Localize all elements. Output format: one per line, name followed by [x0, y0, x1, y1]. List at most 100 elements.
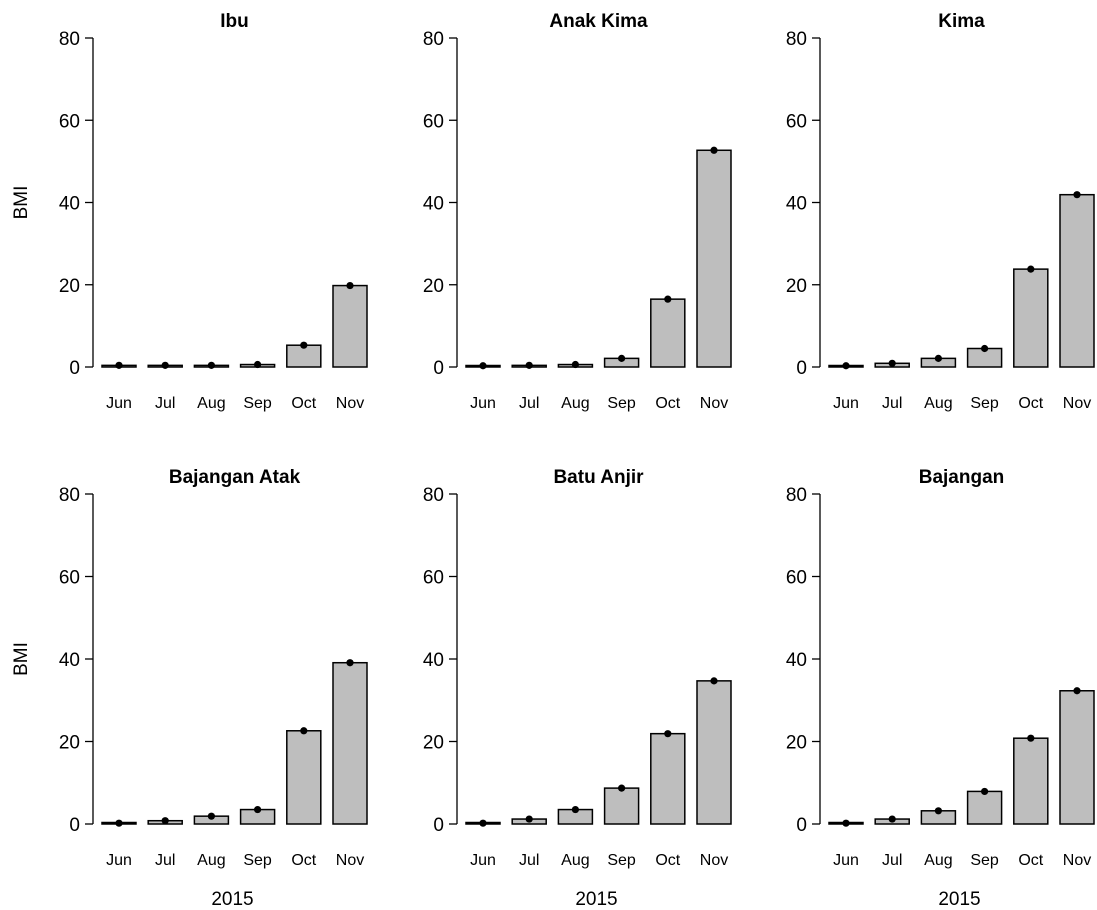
- panel-2-bar-nov: [696, 149, 732, 368]
- panel-1-y-tick-label: 20: [59, 276, 80, 297]
- panel-2-y-tick-label: 60: [423, 111, 444, 132]
- panel-6-x-tick-label: Nov: [1063, 852, 1091, 869]
- panel-5-x-tick-label: Jul: [519, 852, 539, 869]
- panel-3-bar-nov: [1059, 193, 1095, 368]
- panel-3-bar-oct: [1013, 268, 1049, 368]
- panel-6-x-tick-label: Aug: [924, 852, 952, 869]
- panel-4-title: Bajangan Atak: [169, 467, 301, 488]
- panel-1-y-axis-label: BMI: [11, 186, 32, 220]
- panel-3-x-tick-label: Jul: [882, 395, 902, 412]
- panel-1-y-tick-label: 80: [59, 29, 80, 50]
- panel-3-mean-point: [842, 362, 850, 370]
- panel-5-x-axis-label: 2015: [575, 889, 617, 910]
- panel-3-y-tick-label: 60: [786, 111, 807, 132]
- panel-6-x-tick-label: Oct: [1018, 852, 1043, 869]
- panel-2-x-tick-label: Jun: [470, 395, 496, 412]
- panel-4-x-axis-label: 2015: [211, 889, 253, 910]
- panel-1-y-tick-label: 40: [59, 194, 80, 215]
- panel-1-y-tick-label: 0: [69, 358, 80, 379]
- panel-4-x-tick-label: Jul: [155, 852, 175, 869]
- panel-6-y-tick-label: 20: [786, 733, 807, 754]
- panel-3-x-tick-label: Jun: [833, 395, 859, 412]
- panel-5-bar-oct: [650, 732, 686, 825]
- panel-1-x-tick-label: Jul: [155, 395, 175, 412]
- panel-1-mean-point: [207, 361, 215, 369]
- panel-6-mean-point: [1073, 687, 1081, 695]
- panel-1-bar-nov: [332, 284, 368, 368]
- panel-1-title: Ibu: [220, 11, 249, 32]
- panel-4-bar-oct: [286, 730, 322, 825]
- panel-6-x-tick-label: Sep: [970, 852, 999, 869]
- panel-6-mean-point: [1027, 734, 1035, 742]
- panel-3-mean-point: [888, 359, 896, 367]
- panel-5-y-tick-label: 0: [433, 815, 444, 836]
- panel-3-y-tick-label: 80: [786, 29, 807, 50]
- panel-5-bar-nov: [696, 680, 732, 825]
- panel-5-mean-point: [525, 815, 533, 823]
- panel-2-y-tick-label: 0: [433, 358, 444, 379]
- panel-3-mean-point: [1027, 265, 1035, 273]
- panel-5-bar-sep: [603, 787, 640, 825]
- panel-3-x-tick-label: Sep: [970, 395, 999, 412]
- panel-4-mean-point: [346, 659, 354, 667]
- panel-2-x-tick-label: Aug: [561, 395, 589, 412]
- panel-4-x-tick-label: Oct: [291, 852, 316, 869]
- panel-4-x-tick-label: Aug: [197, 852, 225, 869]
- panel-5-title: Batu Anjir: [553, 467, 644, 488]
- panel-4-bar-nov: [332, 661, 368, 825]
- panel-6-bar-nov: [1059, 690, 1095, 825]
- panel-1-mean-point: [346, 281, 354, 290]
- panel-5-y-tick-label: 80: [423, 485, 444, 506]
- panel-5-y-tick-label: 20: [423, 733, 444, 754]
- panel-1-mean-point: [254, 360, 262, 369]
- panel-4-y-tick-label: 80: [59, 485, 80, 506]
- panel-4-mean-point: [207, 812, 215, 820]
- panel-1-x-tick-label: Nov: [336, 395, 364, 412]
- panel-4-mean-point: [254, 805, 262, 814]
- panel-3-x-tick-label: Nov: [1063, 395, 1091, 412]
- panel-5-mean-point: [571, 805, 580, 814]
- panel-4-mean-point: [300, 727, 308, 735]
- panel-6-x-axis-label: 2015: [938, 889, 980, 910]
- panel-3-x-tick-label: Oct: [1018, 395, 1043, 412]
- panel-2-mean-point: [525, 361, 533, 369]
- panel-2-x-tick-label: Oct: [655, 395, 680, 412]
- panel-5-x-tick-label: Aug: [561, 852, 589, 869]
- panel-2-title: Anak Kima: [549, 11, 648, 32]
- panel-6-y-tick-label: 40: [786, 650, 807, 671]
- panel-2-y-tick-label: 20: [423, 276, 444, 297]
- panel-2-x-tick-label: Jul: [519, 395, 539, 412]
- panel-5-x-tick-label: Oct: [655, 852, 680, 869]
- panel-2-x-tick-label: Nov: [700, 395, 728, 412]
- panel-3-title: Kima: [938, 11, 985, 32]
- panel-2-mean-point: [710, 146, 718, 154]
- panel-5-mean-point: [664, 730, 672, 738]
- panel-4-y-tick-label: 0: [69, 815, 80, 836]
- panel-4-x-tick-label: Nov: [336, 852, 364, 869]
- panel-1-mean-point: [161, 361, 169, 369]
- panel-3-y-tick-label: 40: [786, 194, 807, 215]
- panel-4-x-tick-label: Sep: [243, 852, 272, 869]
- panel-3-mean-point: [1073, 191, 1081, 199]
- panel-6-bar-oct: [1013, 737, 1049, 825]
- panel-1-x-tick-label: Sep: [243, 395, 272, 412]
- panel-6-x-tick-label: Jul: [882, 852, 902, 869]
- panel-3-y-tick-label: 20: [786, 276, 807, 297]
- panel-3-y-tick-label: 0: [796, 358, 807, 379]
- panel-5-x-tick-label: Nov: [700, 852, 728, 869]
- panel-2-mean-point: [664, 295, 672, 303]
- panel-5-y-tick-label: 60: [423, 568, 444, 589]
- panel-6-y-tick-label: 0: [796, 815, 807, 836]
- panel-5-x-tick-label: Sep: [607, 852, 636, 869]
- panel-3-mean-point: [934, 354, 943, 362]
- panel-6-mean-point: [981, 787, 989, 796]
- panel-3-x-tick-label: Aug: [924, 395, 952, 412]
- panel-5-x-tick-label: Jun: [470, 852, 496, 869]
- panel-2-x-tick-label: Sep: [607, 395, 636, 412]
- panel-6-x-tick-label: Jun: [833, 852, 859, 869]
- panel-1-mean-point: [115, 361, 123, 369]
- panel-4-y-tick-label: 20: [59, 733, 80, 754]
- panel-6-mean-point: [888, 815, 896, 823]
- panel-2-mean-point: [571, 360, 580, 369]
